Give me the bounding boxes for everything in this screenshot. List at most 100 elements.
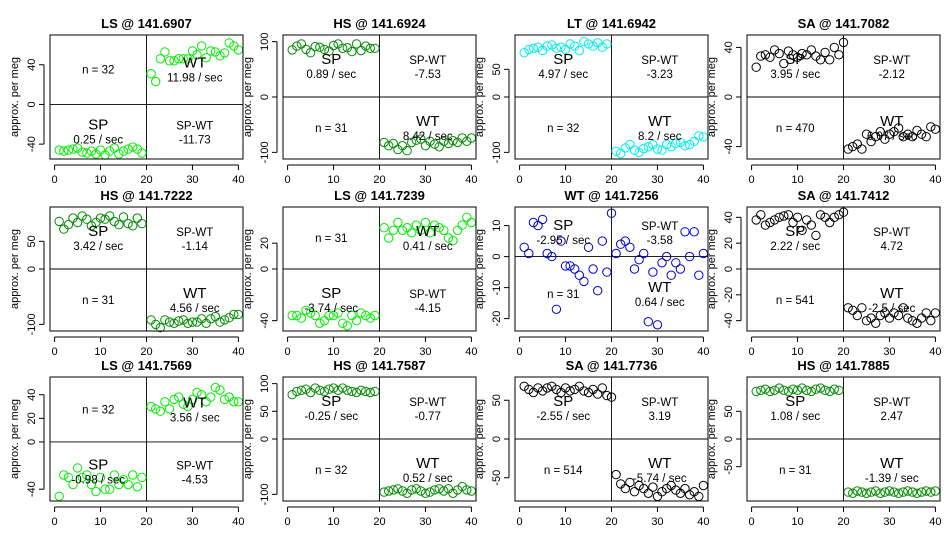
sp-point [528, 43, 539, 53]
sp-point [765, 52, 775, 62]
wt-point [643, 317, 653, 327]
wt-point [875, 310, 885, 321]
wt-point [698, 480, 709, 491]
sp-point [792, 385, 803, 395]
spwt-value: -11.73 [179, 135, 211, 147]
sp-point [77, 472, 87, 483]
panel-2: HS @ 141.6924 approx. per meg SP0.89 / sec… [242, 16, 478, 186]
sp-point [583, 387, 594, 398]
wt-point [930, 486, 941, 496]
sp-point [68, 479, 78, 490]
sp-point [59, 470, 69, 480]
sp-point [547, 381, 557, 391]
x-tick-label: 30 [186, 174, 198, 186]
panel-title: HS @ 141.7222 [100, 188, 192, 203]
sp-point [319, 316, 330, 326]
sp-point [528, 217, 539, 228]
wt-point [852, 486, 862, 496]
wt-point [164, 317, 175, 327]
x-tick-label: 0 [52, 346, 58, 358]
sp-point [82, 470, 92, 480]
x-tick-label: 40 [465, 174, 477, 186]
wt-point [916, 313, 927, 323]
sp-point [105, 484, 115, 494]
wt-point [680, 141, 690, 151]
sp-point [301, 305, 311, 315]
wt-point [861, 488, 872, 498]
wt-point [174, 316, 184, 326]
wt-point [657, 258, 667, 268]
panel-12: HS @ 141.7885 approx. per meg SP1.08 / sec… [706, 358, 942, 528]
wt-point [680, 227, 690, 237]
wt-point [912, 488, 922, 498]
wt-point [652, 320, 663, 330]
wt-value: 4.56 / sec [170, 303, 220, 315]
x-tick-label: 40 [465, 516, 477, 528]
sp-value: 3.95 / sec [770, 69, 820, 81]
sp-point [583, 39, 594, 49]
wt-point [439, 225, 449, 236]
wt-point [889, 487, 899, 497]
plot-frame [282, 34, 477, 160]
y-tick-label: -20 [723, 287, 735, 303]
wt-point [684, 251, 695, 262]
wt-point [903, 313, 913, 323]
sp-point [756, 210, 766, 220]
wt-point [852, 310, 862, 321]
sp-point [806, 386, 816, 397]
sp-point [132, 482, 143, 492]
y-tick-label: -10 [491, 280, 503, 296]
panel-11: SA @ 141.7736 approx. per meg SP-2.55 / se… [474, 358, 710, 528]
wt-point [912, 318, 922, 328]
x-tick-label: 20 [837, 174, 849, 186]
wt-point [898, 487, 908, 497]
wt-point [439, 136, 449, 147]
wt-point [429, 139, 440, 149]
x-tick-label: 10 [559, 174, 571, 186]
sp-point [361, 386, 371, 397]
y-tick-label: 40 [26, 389, 38, 401]
y-axis-label: approx. per meg [9, 229, 21, 309]
x-tick-label: 30 [419, 346, 431, 358]
x-tick-label: 30 [186, 516, 198, 528]
wt-point [926, 122, 936, 132]
wt-point [146, 315, 156, 325]
wt-point [648, 267, 658, 277]
sp-point [333, 385, 343, 395]
sp-point [365, 43, 375, 53]
wt-point [843, 487, 853, 497]
wt-point [620, 483, 630, 494]
y-tick-label: 0 [26, 266, 38, 272]
x-tick-label: 0 [517, 516, 523, 528]
wt-point [210, 311, 221, 322]
sp-point [137, 472, 147, 483]
x-tick-label: 10 [327, 516, 339, 528]
y-tick-label: -100 [26, 313, 38, 335]
wt-point [178, 399, 189, 409]
sp-point [519, 242, 529, 253]
wt-point [457, 220, 467, 230]
wt-point [397, 486, 408, 496]
wt-point [411, 484, 421, 494]
wt-point [420, 488, 431, 498]
n-count: n = 31 [779, 465, 811, 477]
spwt-value: -4.53 [182, 474, 208, 486]
x-tick-label: 30 [883, 516, 895, 528]
y-tick-label: 50 [491, 63, 503, 75]
sp-value: 0.89 / sec [306, 69, 356, 81]
wt-point [689, 136, 699, 147]
wt-point [893, 488, 904, 498]
sp-point [338, 318, 348, 328]
n-count: n = 470 [776, 123, 815, 135]
sp-value: -0.98 / sec [71, 474, 125, 486]
sp-point [347, 46, 357, 57]
sp-point [361, 41, 371, 51]
spwt-label: SP-WT [176, 227, 213, 239]
spwt-value: -3.58 [647, 235, 673, 247]
sp-point [59, 224, 69, 234]
wt-point [680, 483, 690, 494]
sp-point [72, 217, 83, 228]
sp-point [565, 39, 575, 49]
sp-point [829, 42, 839, 53]
wt-point [210, 382, 221, 393]
